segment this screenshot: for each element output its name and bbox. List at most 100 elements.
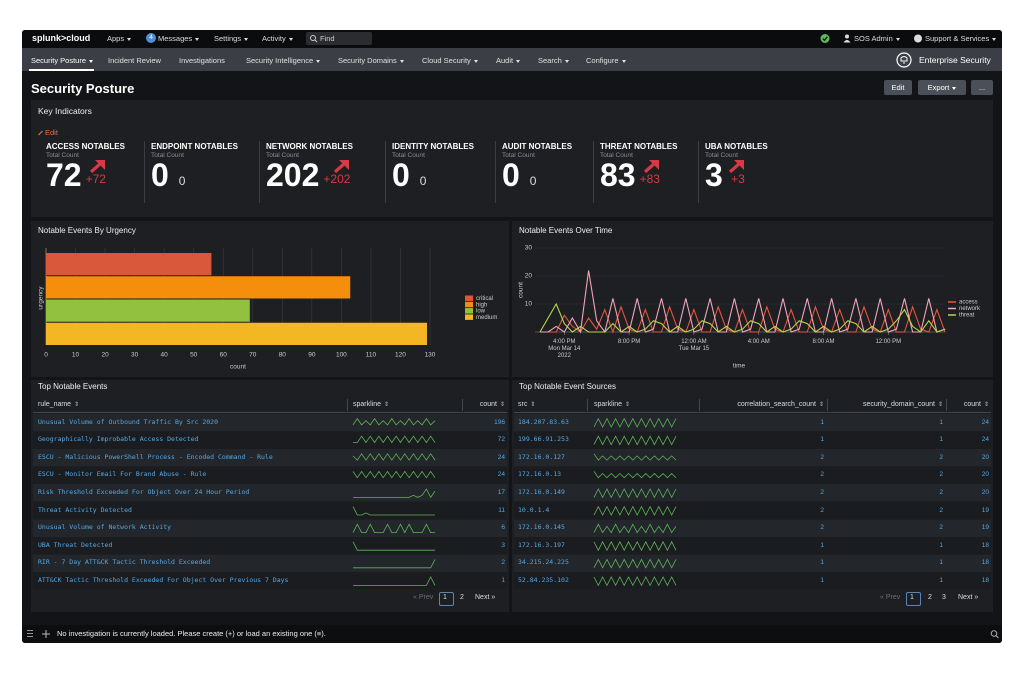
- top-menu[interactable]: Apps: [107, 34, 131, 43]
- table-cell[interactable]: Threat Activity Detected: [38, 507, 132, 515]
- indicator-delta: +202: [323, 173, 350, 185]
- button-edit[interactable]: Edit: [884, 80, 912, 95]
- find-box[interactable]: [306, 32, 372, 45]
- table-cell[interactable]: 172.16.0.145: [518, 524, 565, 532]
- table-cell: 1: [820, 419, 824, 427]
- pagination-item[interactable]: 2: [928, 594, 932, 602]
- table-cell[interactable]: 10.0.1.4: [518, 507, 549, 515]
- pagination-item[interactable]: 2: [460, 594, 464, 602]
- column-header[interactable]: count: [964, 401, 989, 409]
- table-cell[interactable]: 172.16.0.13: [518, 471, 561, 479]
- indicator-value: 202: [266, 159, 319, 191]
- table-cell[interactable]: 172.16.3.197: [518, 542, 565, 550]
- table-row: [514, 432, 991, 449]
- nav-item[interactable]: Cloud Security: [422, 56, 478, 65]
- table-cell: 20: [982, 471, 989, 479]
- table-cell[interactable]: Unusual Volume of Outbound Traffic By Sr…: [38, 419, 218, 427]
- table-cell[interactable]: ESCU - Monitor Email For Brand Abuse - R…: [38, 471, 206, 479]
- indicator-value-row: 00: [392, 159, 426, 191]
- support-menu[interactable]: Support & Services: [925, 34, 996, 43]
- indicator-delta-box: +3: [727, 159, 745, 185]
- table-cell: 2: [820, 524, 824, 532]
- indicator-name: UBA NOTABLES: [705, 142, 768, 152]
- column-header[interactable]: sparkline: [353, 401, 389, 409]
- top-menu[interactable]: Settings: [214, 34, 248, 43]
- button-export[interactable]: Export: [918, 80, 966, 95]
- table-row: [514, 414, 991, 431]
- table-cell[interactable]: Geographically Improbable Access Detecte…: [38, 436, 198, 444]
- table-cell: 24: [498, 471, 505, 479]
- column-header[interactable]: count: [480, 401, 505, 409]
- trend-arrow: [88, 159, 106, 173]
- table-cell: 1: [820, 542, 824, 550]
- header-divider: [347, 399, 348, 411]
- table-cell[interactable]: ATT&CK Tactic Threshold Exceeded For Obj…: [38, 577, 288, 585]
- table-cell: 2: [501, 559, 505, 567]
- column-header[interactable]: security_domain_count: [863, 401, 943, 409]
- table-cell[interactable]: Risk Threshold Exceeded For Object Over …: [38, 489, 249, 497]
- table-cell[interactable]: 34.215.24.225: [518, 559, 569, 567]
- table-cell: 1: [820, 577, 824, 585]
- table-cell: 1: [939, 419, 943, 427]
- indicator-name: NETWORK NOTABLES: [266, 142, 353, 152]
- nav-item[interactable]: Configure: [586, 56, 626, 65]
- table-cell[interactable]: Unusual Volume of Network Activity: [38, 524, 171, 532]
- pagination-item[interactable]: 3: [942, 594, 946, 602]
- table-cell: 1: [939, 542, 943, 550]
- table-cell: 19: [982, 524, 989, 532]
- key-indicators-edit[interactable]: Edit: [45, 128, 58, 137]
- logo[interactable]: splunk>cloud: [32, 33, 90, 44]
- table-cell[interactable]: 172.16.0.149: [518, 489, 565, 497]
- page-title: Security Posture: [31, 81, 134, 97]
- message-badge: 4: [146, 33, 156, 43]
- nav-item[interactable]: Incident Review: [108, 56, 161, 65]
- table-cell: 2: [820, 454, 824, 462]
- top-menu[interactable]: Activity: [262, 34, 293, 43]
- nav-item[interactable]: Search: [538, 56, 569, 65]
- table-cell: 2: [820, 471, 824, 479]
- table-cell: 17: [498, 489, 505, 497]
- top-menu[interactable]: Messages: [158, 34, 199, 43]
- indicator-separator: [698, 141, 699, 203]
- pagination-item[interactable]: 1: [910, 594, 914, 602]
- table-cell: 2: [939, 471, 943, 479]
- table-cell[interactable]: UBA Threat Detected: [38, 542, 112, 550]
- table-cell: 1: [501, 577, 505, 585]
- table-cell[interactable]: 172.16.0.127: [518, 454, 565, 462]
- nav-item[interactable]: Security Posture: [31, 56, 93, 65]
- app-name[interactable]: Enterprise Security: [919, 55, 991, 65]
- nav-active-underline: [29, 69, 94, 71]
- nav-item[interactable]: Audit: [496, 56, 520, 65]
- nav-item[interactable]: Security Intelligence: [246, 56, 320, 65]
- pagination-item[interactable]: Next »: [475, 594, 495, 602]
- key-indicators-title: Key Indicators: [38, 106, 92, 116]
- column-header[interactable]: src: [518, 401, 535, 409]
- table-cell[interactable]: 52.84.235.102: [518, 577, 569, 585]
- table-cell[interactable]: 199.66.91.253: [518, 436, 569, 444]
- indicator-delta: +72: [86, 173, 106, 185]
- table-cell[interactable]: 184.207.83.63: [518, 419, 569, 427]
- pagination-item[interactable]: 1: [443, 594, 447, 602]
- nav-item[interactable]: Security Domains: [338, 56, 404, 65]
- table-cell: 20: [982, 489, 989, 497]
- table-row: [514, 555, 991, 572]
- user-menu[interactable]: SOS Admin: [854, 34, 900, 43]
- indicator-separator: [144, 141, 145, 203]
- column-header[interactable]: rule_name: [38, 401, 79, 409]
- indicator-delta: 0: [179, 175, 186, 187]
- table-row: [514, 449, 991, 466]
- table-cell[interactable]: RIR - 7 Day ATT&CK Tactic Threshold Exce…: [38, 559, 210, 567]
- nav-item[interactable]: Investigations: [179, 56, 225, 65]
- indicator-value-row: 83+83: [600, 159, 660, 191]
- pagination-item[interactable]: Next »: [958, 594, 978, 602]
- column-header[interactable]: sparkline: [594, 401, 630, 409]
- column-header[interactable]: correlation_search_count: [737, 401, 824, 409]
- table-cell: 2: [820, 507, 824, 515]
- header-divider: [946, 399, 947, 411]
- indicator-delta: +3: [731, 173, 745, 185]
- button-more[interactable]: ...: [971, 80, 993, 95]
- trend-arrow: [727, 159, 745, 173]
- indicator-value-row: 00: [151, 159, 185, 191]
- table-cell[interactable]: ESCU - Malicious PowerShell Process - En…: [38, 454, 273, 462]
